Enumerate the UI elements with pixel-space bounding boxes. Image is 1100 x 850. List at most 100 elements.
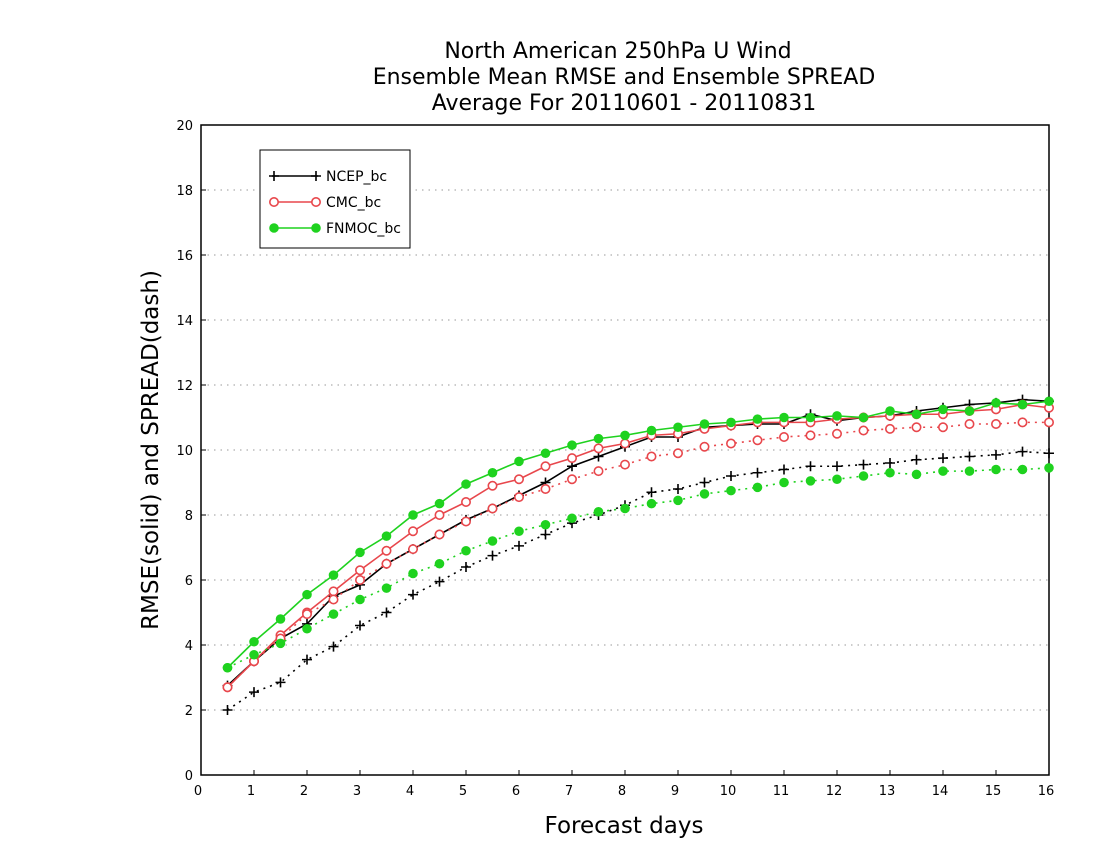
ncep-bc-spread-point-11 bbox=[514, 540, 524, 551]
ncep-bc-spread-point-9 bbox=[461, 562, 471, 572]
legend: NCEP_bc CMC_bc FNMOC_bc bbox=[259, 149, 411, 249]
fnmoc-bc-spread-point-4 bbox=[328, 609, 339, 619]
y-tick-label-4: 8 bbox=[185, 509, 193, 524]
fnmoc-bc-rmse-point-11 bbox=[514, 456, 524, 467]
cmc-bc-rmse-point-15 bbox=[619, 438, 630, 449]
y-tick-label-5: 10 bbox=[176, 444, 193, 459]
cmc-bc-spread-point-27 bbox=[937, 422, 948, 433]
fnmoc-bc-spread-point-18 bbox=[699, 489, 710, 499]
cmc-bc-spread-point-24 bbox=[858, 425, 869, 436]
cmc-bc-spread-point-16 bbox=[646, 451, 657, 462]
fnmoc-bc-spread-point-1 bbox=[249, 649, 259, 660]
y-tick-label-9: 18 bbox=[176, 184, 193, 199]
fnmoc-bc-rmse-point-6 bbox=[381, 531, 392, 541]
fnmoc-bc-rmse-point-24 bbox=[858, 412, 869, 423]
cmc-bc-spread-point-5 bbox=[354, 574, 365, 585]
cmc-bc-rmse-point-14 bbox=[593, 443, 604, 454]
ncep-bc-rmse-line bbox=[226, 398, 1050, 687]
fnmoc-bc-rmse-point-31 bbox=[1044, 396, 1054, 407]
fnmoc-bc-rmse-point-28 bbox=[964, 406, 975, 416]
y-tick-label-0: 0 bbox=[185, 769, 193, 784]
fnmoc-bc-spread-point-15 bbox=[620, 503, 630, 514]
fnmoc-bc-spread-point-13 bbox=[567, 513, 577, 524]
fnmoc-bc-rmse-point-29 bbox=[991, 398, 1001, 408]
ncep-bc-spread-point-25 bbox=[885, 458, 895, 468]
fnmoc-bc-rmse-point-12 bbox=[540, 448, 551, 459]
ncep-bc-spread-point-8 bbox=[434, 576, 445, 587]
fnmoc-bc-spread-point-14 bbox=[593, 506, 604, 517]
cmc-bc-spread-point-8 bbox=[434, 529, 445, 540]
cmc-bc-spread-point-17 bbox=[672, 448, 683, 459]
fnmoc-bc-rmse-point-19 bbox=[726, 417, 736, 428]
title-line-3: Average For 20110601 - 20110831 bbox=[432, 91, 817, 116]
ncep-bc-spread-point-12 bbox=[540, 529, 551, 540]
series-cmc-bc bbox=[222, 399, 1055, 693]
fnmoc-bc-rmse-point-4 bbox=[328, 570, 339, 580]
y-tick-label-1: 2 bbox=[185, 704, 193, 719]
ncep-bc-spread-point-7 bbox=[408, 589, 418, 600]
cmc-bc-rmse-point-4 bbox=[328, 586, 339, 597]
fnmoc-bc-rmse-point-13 bbox=[567, 440, 577, 450]
ncep-bc-spread-point-5 bbox=[355, 620, 365, 631]
fnmoc-bc-spread-point-0 bbox=[222, 662, 233, 673]
fnmoc-bc-rmse-point-10 bbox=[487, 467, 498, 478]
x-tick-label-15: 15 bbox=[985, 784, 1002, 799]
fnmoc-bc-spread-point-7 bbox=[408, 568, 418, 579]
title-line-2: Ensemble Mean RMSE and Ensemble SPREAD bbox=[373, 65, 876, 90]
fnmoc-bc-spread-point-10 bbox=[487, 536, 498, 546]
cmc-bc-spread-point-20 bbox=[752, 435, 763, 446]
fnmoc-bc-spread-point-25 bbox=[885, 467, 895, 478]
x-tick-label-8: 8 bbox=[618, 784, 626, 799]
x-tick-label-4: 4 bbox=[406, 784, 414, 799]
fnmoc-bc-spread-line bbox=[227, 467, 1050, 669]
cmc-bc-spread-point-18 bbox=[699, 441, 710, 452]
y-tick-label-7: 14 bbox=[176, 314, 193, 329]
cmc-bc-spread-point-7 bbox=[407, 544, 418, 555]
fnmoc-bc-spread-point-29 bbox=[991, 464, 1001, 475]
cmc-bc-spread-point-28 bbox=[964, 418, 975, 429]
cmc-bc-spread-point-14 bbox=[593, 466, 604, 477]
x-tick-label-6: 6 bbox=[512, 784, 520, 799]
cmc-bc-rmse-point-5 bbox=[354, 565, 365, 576]
title-line-1: North American 250hPa U Wind bbox=[444, 39, 791, 64]
legend-marker-start-ncep-bc bbox=[269, 171, 279, 181]
y-tick-label-10: 20 bbox=[176, 119, 193, 134]
x-tick-label-1: 1 bbox=[247, 784, 255, 799]
cmc-bc-spread-point-23 bbox=[831, 428, 842, 439]
ncep-bc-spread-point-29 bbox=[991, 449, 1001, 460]
ncep-bc-spread-point-24 bbox=[858, 459, 869, 470]
y-axis-label: RMSE(solid) and SPREAD(dash) bbox=[138, 270, 164, 630]
cmc-bc-rmse-point-9 bbox=[460, 496, 471, 507]
y-tick-label-2: 4 bbox=[185, 639, 193, 654]
legend-label-fnmoc-bc: FNMOC_bc bbox=[326, 221, 401, 237]
cmc-bc-spread-point-15 bbox=[619, 459, 630, 470]
cmc-bc-spread-point-10 bbox=[487, 503, 498, 514]
x-tick-label-2: 2 bbox=[300, 784, 308, 799]
legend-marker-end-ncep-bc bbox=[311, 171, 321, 181]
cmc-bc-spread-point-9 bbox=[460, 516, 471, 527]
fnmoc-bc-rmse-point-27 bbox=[938, 404, 948, 415]
fnmoc-bc-rmse-point-21 bbox=[779, 412, 789, 423]
fnmoc-bc-spread-point-19 bbox=[726, 485, 736, 496]
fnmoc-bc-spread-point-11 bbox=[514, 526, 524, 537]
x-tick-label-13: 13 bbox=[879, 784, 896, 799]
y-tick-label-6: 12 bbox=[176, 379, 193, 394]
fnmoc-bc-rmse-point-18 bbox=[699, 419, 710, 429]
fnmoc-bc-spread-point-8 bbox=[434, 558, 445, 569]
fnmoc-bc-rmse-point-3 bbox=[302, 589, 312, 600]
fnmoc-bc-spread-point-30 bbox=[1017, 464, 1028, 475]
ncep-bc-spread-point-2 bbox=[275, 677, 286, 688]
cmc-bc-rmse-point-6 bbox=[381, 545, 392, 556]
fnmoc-bc-rmse-point-17 bbox=[673, 422, 683, 433]
ncep-bc-spread-point-10 bbox=[487, 550, 498, 561]
ncep-bc-spread-point-18 bbox=[699, 477, 710, 488]
fnmoc-bc-spread-point-12 bbox=[540, 519, 551, 530]
legend-label-cmc-bc: CMC_bc bbox=[326, 195, 381, 211]
cmc-bc-rmse-point-13 bbox=[566, 453, 577, 464]
ncep-bc-spread-point-20 bbox=[752, 467, 763, 478]
x-tick-label-16: 16 bbox=[1038, 784, 1055, 799]
x-tick-label-3: 3 bbox=[353, 784, 361, 799]
cmc-bc-spread-point-3 bbox=[301, 609, 312, 620]
x-tick-label-14: 14 bbox=[932, 784, 949, 799]
